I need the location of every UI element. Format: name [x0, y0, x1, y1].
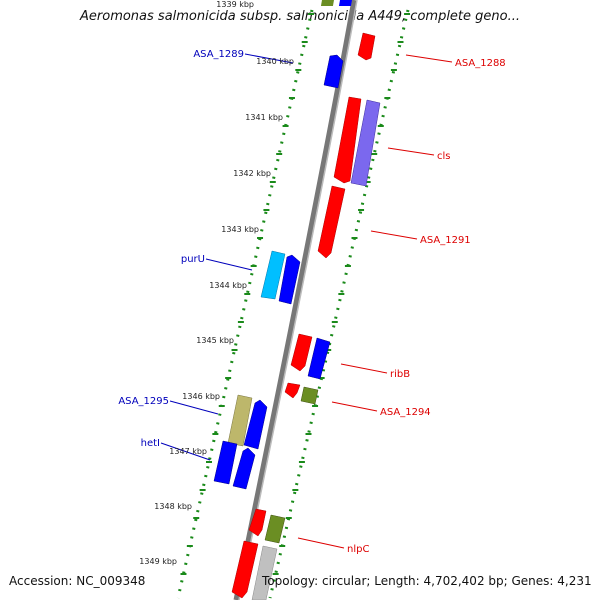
ruler-labels: 1339 kbp 1340 kbp 1341 kbp 1342 kbp 1343… — [139, 0, 294, 566]
gene-labels: ASA_1288 ASA_1289 cls ASA_1291 purU ribB… — [118, 49, 505, 555]
gene-label-cls: cls — [437, 151, 451, 162]
ruler-label: 1339 kbp — [216, 0, 254, 9]
ruler-label: 1340 kbp — [256, 57, 294, 66]
ruler-track-outer — [268, 9, 410, 599]
gene-label-asa-1294: ASA_1294 — [380, 407, 431, 418]
gene-feature-heti — [213, 440, 238, 485]
gene-label-asa-1295: ASA_1295 — [118, 396, 169, 407]
gene-label-asa-1291: ASA_1291 — [420, 235, 471, 246]
gene-feature — [320, 0, 334, 6]
gene-feature-blue-b — [243, 399, 268, 450]
gene-feature-nlpc — [264, 514, 286, 544]
genome-backbone — [233, 0, 357, 600]
label-connectors — [160, 53, 453, 549]
gene-feature-ribb-red — [290, 333, 313, 372]
gene-label-heti: hetI — [141, 438, 160, 449]
gene-feature-cls-red — [333, 96, 362, 184]
gene-feature-asa-1294-red — [284, 382, 301, 399]
gene-label-ribb: ribB — [390, 369, 410, 380]
gene-feature-asa-1289 — [323, 54, 344, 89]
gene-feature-blue — [278, 254, 301, 305]
gene-label-asa-1288: ASA_1288 — [455, 58, 506, 69]
gene-feature-asa-1294 — [300, 386, 319, 405]
ruler-label: 1347 kbp — [169, 447, 207, 456]
gene-feature-asa-1295 — [227, 394, 253, 447]
ruler-label: 1344 kbp — [209, 281, 247, 290]
ruler-label: 1342 kbp — [233, 169, 271, 178]
accession-text: Accession: NC_009348 — [9, 574, 146, 588]
genome-backbone-highlight — [238, 0, 358, 600]
ruler-label: 1348 kbp — [154, 502, 192, 511]
gene-feature-puru — [260, 250, 286, 300]
ruler-track-inner — [176, 9, 314, 599]
gene-feature-ribb — [307, 337, 331, 380]
gene-label-nlpc: nlpC — [347, 544, 369, 555]
ruler-label: 1345 kbp — [196, 336, 234, 345]
ruler-label: 1349 kbp — [139, 557, 177, 566]
ruler-ticks — [180, 13, 411, 575]
ruler-label: 1346 kbp — [182, 392, 220, 401]
gene-feature-grey-bottom — [251, 545, 278, 600]
gene-feature-blue-c — [232, 447, 256, 490]
gene-feature — [338, 0, 352, 6]
ruler-label: 1343 kbp — [221, 225, 259, 234]
gene-feature-red-bottom — [231, 540, 259, 599]
ruler-label: 1341 kbp — [245, 113, 283, 122]
gene-feature-nlpc-red — [248, 508, 267, 537]
gene-feature-asa-1291 — [317, 185, 346, 259]
gene-feature-asa-1288 — [357, 32, 376, 61]
gene-feature-cls — [350, 99, 381, 187]
topology-text: Topology: circular; Length: 4,702,402 bp… — [262, 574, 592, 588]
gene-label-asa-1289: ASA_1289 — [193, 49, 244, 60]
map-title: Aeromonas salmonicida subsp. salmonicida… — [80, 9, 520, 24]
gene-label-puru: purU — [181, 254, 205, 265]
gene-features — [213, 0, 381, 600]
